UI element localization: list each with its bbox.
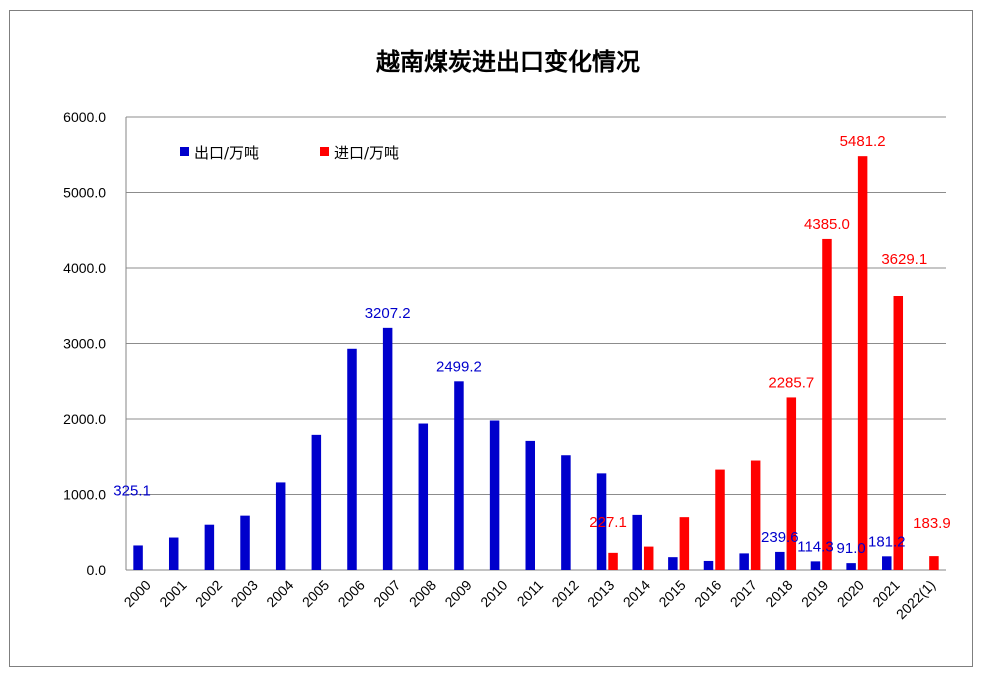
legend-label-import: 进口/万吨 — [334, 144, 399, 162]
y-tick-label: 1000.0 — [63, 487, 106, 503]
bar-import — [679, 517, 690, 570]
x-tick-label: 2014 — [620, 577, 653, 610]
bar-import — [608, 552, 618, 570]
x-tick-label: 2013 — [584, 577, 617, 610]
bar-export — [454, 381, 464, 570]
data-label-export: 239.6 — [761, 529, 799, 546]
x-tick-label: 2004 — [263, 577, 296, 610]
bar-export — [525, 440, 535, 570]
x-tick-label: 2012 — [548, 577, 581, 610]
bar-export — [739, 553, 749, 570]
data-label-export: 181.2 — [868, 533, 906, 550]
y-tick-label: 4000.0 — [63, 260, 106, 276]
bar-import — [786, 397, 797, 570]
data-label-import: 4385.0 — [804, 216, 850, 233]
bar-export — [347, 348, 357, 570]
bar-export — [275, 482, 286, 570]
x-tick-label: 2022(1) — [893, 577, 938, 622]
legend-label-export: 出口/万吨 — [194, 144, 259, 162]
data-label-import: 5481.2 — [840, 133, 886, 150]
data-label-import: 183.9 — [913, 515, 951, 532]
gridlines — [125, 116, 946, 571]
chart-title: 越南煤炭进出口变化情况 — [376, 48, 640, 76]
bar-export — [703, 560, 714, 570]
bar-import — [929, 556, 939, 570]
x-tick-label: 2003 — [228, 577, 261, 610]
x-tick-label: 2001 — [156, 577, 189, 610]
bar-export — [846, 563, 856, 570]
x-axis-ticks: 2000 2001 2002 2003 2004 2005 2006 2007 2008 2009… — [121, 577, 939, 623]
y-tick-label: 6000.0 — [63, 109, 106, 125]
data-label-export: 3207.2 — [365, 305, 411, 322]
bar-export — [668, 557, 678, 570]
bar-export — [204, 524, 215, 570]
legend: 出口/万吨 进口/万吨 — [180, 144, 399, 162]
x-tick-label: 2002 — [192, 577, 225, 610]
bar-import — [715, 469, 725, 570]
bar-export — [311, 434, 322, 570]
x-tick-label: 2018 — [762, 577, 795, 610]
bar-import — [750, 460, 761, 570]
x-tick-label: 2010 — [477, 577, 510, 610]
y-tick-label: 5000.0 — [63, 185, 106, 201]
y-tick-label: 2000.0 — [63, 411, 106, 427]
legend-swatch-import — [320, 147, 329, 156]
x-tick-label: 2007 — [370, 577, 403, 610]
x-tick-label: 2000 — [121, 577, 154, 610]
data-label-import: 2285.7 — [768, 374, 814, 391]
bar-export — [632, 514, 642, 570]
bar-import — [643, 546, 654, 570]
bar-import — [822, 238, 832, 570]
data-label-import: 3629.1 — [881, 251, 927, 268]
bar-import — [857, 156, 868, 570]
bar-export — [418, 423, 429, 570]
x-tick-label: 2020 — [834, 577, 867, 610]
bar-export — [561, 455, 571, 570]
bar-export — [596, 473, 607, 570]
bars — [133, 156, 939, 570]
x-tick-label: 2011 — [514, 577, 547, 610]
bar-export — [240, 515, 250, 570]
data-label-export: 2499.2 — [436, 358, 482, 375]
bar-import — [893, 296, 904, 570]
legend-swatch-export — [180, 147, 189, 156]
x-tick-label: 2017 — [727, 577, 760, 610]
bar-export — [168, 537, 179, 570]
bar-export — [775, 551, 785, 570]
data-label-export: 114.3 — [797, 538, 833, 555]
bar-export — [882, 556, 892, 570]
data-label-export: 325.1 — [113, 482, 151, 499]
x-tick-label: 2009 — [441, 577, 474, 610]
x-tick-label: 2016 — [691, 577, 724, 610]
bar-export — [382, 327, 393, 570]
y-tick-label: 0.0 — [87, 562, 107, 578]
bar-export — [489, 420, 500, 570]
y-axis-ticks: 0.0 1000.0 2000.0 3000.0 4000.0 5000.0 6000.0 — [63, 109, 106, 578]
data-label-import: 227.1 — [589, 514, 627, 531]
x-tick-label: 2019 — [798, 577, 831, 610]
x-tick-label: 2006 — [335, 577, 368, 610]
data-label-export: 91.0 — [837, 540, 866, 557]
y-tick-label: 3000.0 — [63, 336, 106, 352]
bar-export — [810, 561, 821, 570]
x-tick-label: 2015 — [655, 577, 688, 610]
x-tick-label: 2005 — [299, 577, 332, 610]
x-tick-label: 2008 — [406, 577, 439, 610]
bar-export — [133, 545, 143, 570]
